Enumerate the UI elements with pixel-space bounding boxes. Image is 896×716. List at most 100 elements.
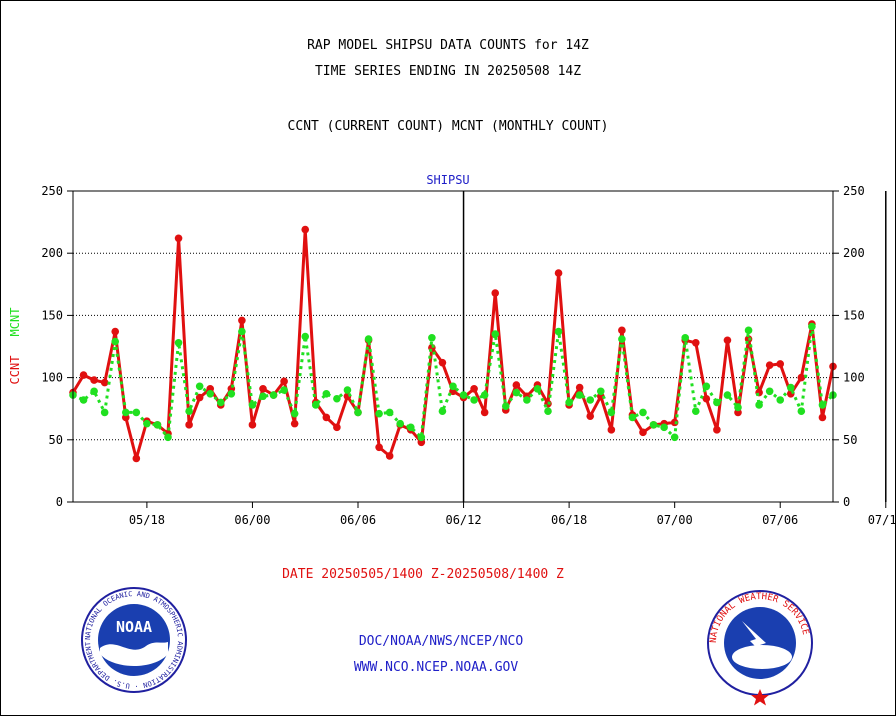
grid-layer	[73, 190, 887, 502]
nws-logo: NATIONAL WEATHER SERVICE	[707, 590, 813, 706]
data-point-mcnt	[786, 383, 795, 392]
data-point-ccnt	[702, 394, 711, 403]
data-point-ccnt	[322, 413, 331, 422]
y-tick-label-left: 200	[41, 246, 63, 260]
legend-line: CCNT (CURRENT COUNT) MCNT (MONTHLY COUNT…	[287, 119, 609, 134]
data-point-ccnt	[691, 338, 700, 347]
y-label-mcnt: MCNT	[8, 308, 22, 337]
data-point-mcnt	[111, 337, 120, 346]
data-point-ccnt	[586, 412, 595, 420]
data-point-ccnt	[100, 378, 109, 387]
data-point-mcnt	[428, 333, 436, 342]
data-point-ccnt	[111, 327, 120, 336]
data-point-ccnt	[776, 360, 785, 368]
data-point-ccnt	[723, 336, 732, 345]
data-point-mcnt	[396, 419, 405, 428]
data-point-mcnt	[628, 413, 637, 422]
data-point-ccnt	[280, 377, 288, 386]
noaa-logo: NATIONAL OCEANIC AND ATMOSPHERIC ADMINIS…	[81, 587, 187, 693]
data-point-ccnt	[185, 421, 193, 429]
data-point-ccnt	[765, 361, 774, 369]
data-point-mcnt	[322, 389, 331, 398]
series-layer	[69, 225, 837, 463]
data-point-ccnt	[301, 225, 310, 234]
data-point-ccnt	[470, 384, 478, 393]
data-point-mcnt	[649, 421, 658, 429]
data-point-ccnt	[480, 408, 489, 417]
data-point-mcnt	[776, 396, 785, 404]
data-point-mcnt	[670, 433, 679, 442]
data-point-mcnt	[301, 332, 310, 341]
website-link[interactable]: WWW.NCO.NCEP.NOAA.GOV	[354, 660, 519, 675]
date-range: DATE 20250505/1400 Z-20250508/1400 Z	[282, 567, 564, 582]
data-point-mcnt	[90, 387, 98, 396]
data-point-mcnt	[311, 401, 320, 409]
data-point-mcnt	[385, 408, 394, 417]
data-point-ccnt	[607, 426, 616, 434]
data-point-mcnt	[79, 396, 88, 404]
x-tick-label: 07/12	[868, 513, 896, 527]
data-point-mcnt	[153, 421, 162, 429]
x-tick-label: 06/06	[340, 513, 376, 527]
y-tick-label-right: 50	[843, 433, 857, 447]
data-point-mcnt	[121, 408, 130, 417]
data-point-mcnt	[185, 407, 193, 415]
data-point-mcnt	[259, 392, 267, 401]
data-point-mcnt	[491, 330, 500, 338]
data-point-mcnt	[723, 391, 732, 399]
data-point-ccnt	[375, 443, 383, 452]
chart-title: RAP MODEL SHIPSU DATA COUNTS for 14Z	[307, 38, 589, 53]
data-point-mcnt	[459, 391, 468, 399]
data-point-mcnt	[713, 398, 721, 407]
data-point-mcnt	[364, 335, 373, 343]
data-point-ccnt	[818, 413, 827, 422]
data-point-ccnt	[195, 393, 204, 402]
data-point-mcnt	[343, 386, 352, 394]
data-point-ccnt	[797, 373, 806, 382]
data-point-mcnt	[639, 408, 647, 417]
data-point-mcnt	[174, 338, 183, 347]
data-point-mcnt	[375, 409, 383, 418]
x-tick-label: 06/12	[445, 513, 481, 527]
data-point-mcnt	[818, 401, 827, 409]
data-point-mcnt	[417, 433, 426, 442]
data-point-ccnt	[575, 383, 584, 392]
data-point-ccnt	[174, 234, 183, 243]
y-tick-label-left: 0	[56, 495, 63, 509]
y-tick-label-right: 100	[843, 371, 865, 385]
data-point-mcnt	[280, 386, 288, 394]
x-tick-label: 06/00	[234, 513, 270, 527]
chart-subtitle: TIME SERIES ENDING IN 20250508 14Z	[314, 64, 582, 79]
data-point-mcnt	[618, 335, 626, 343]
x-tick-label: 05/18	[129, 513, 165, 527]
data-point-mcnt	[438, 407, 447, 415]
data-point-ccnt	[79, 371, 88, 379]
data-point-mcnt	[470, 396, 478, 404]
data-point-ccnt	[333, 423, 341, 432]
data-point-mcnt	[354, 408, 362, 417]
data-point-mcnt	[195, 382, 204, 391]
data-point-ccnt	[491, 289, 500, 297]
plot-title: SHIPSU	[426, 173, 469, 187]
data-point-ccnt	[132, 454, 141, 463]
data-point-mcnt	[216, 398, 225, 407]
data-point-ccnt	[438, 358, 447, 367]
data-point-mcnt	[607, 408, 616, 417]
x-tick-label: 07/06	[762, 513, 798, 527]
data-point-mcnt	[691, 407, 700, 415]
org-path[interactable]: DOC/NOAA/NWS/NCEP/NCO	[359, 634, 524, 649]
data-point-mcnt	[702, 382, 711, 391]
data-point-mcnt	[554, 327, 563, 336]
y-tick-label-left: 250	[41, 184, 63, 198]
data-point-mcnt	[449, 382, 457, 391]
data-point-ccnt	[290, 419, 299, 428]
star-icon	[751, 689, 769, 706]
data-point-ccnt	[90, 376, 98, 384]
y-tick-label-right: 0	[843, 495, 850, 509]
data-point-ccnt	[385, 452, 394, 460]
data-point-mcnt	[533, 384, 542, 393]
data-point-mcnt	[238, 327, 246, 336]
y-tick-label-left: 100	[41, 371, 63, 385]
data-point-mcnt	[480, 391, 489, 399]
data-point-mcnt	[596, 387, 605, 396]
